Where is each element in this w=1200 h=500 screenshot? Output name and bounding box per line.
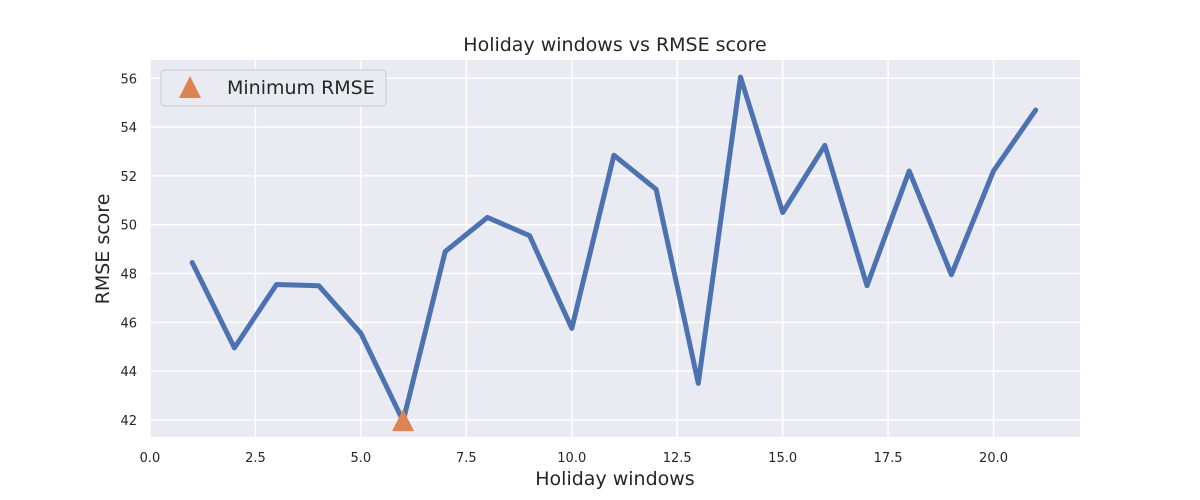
y-tick-label: 44	[120, 365, 137, 380]
legend-marker-triangle	[179, 76, 201, 98]
legend-label-minimum-rmse: Minimum RMSE	[227, 77, 375, 99]
legend: Minimum RMSE	[160, 69, 387, 107]
x-tick-label: 5.0	[351, 451, 372, 466]
legend-frame	[160, 69, 387, 107]
y-tick-label: 52	[120, 170, 137, 185]
x-tick-label: 10.0	[557, 451, 586, 466]
plot-area	[150, 60, 1080, 437]
x-tick-label: 20.0	[979, 451, 1008, 466]
x-axis-ticks: 0.0 2.5 5.0 7.5 10.0 12.5 15.0 17.5 20.0	[140, 451, 1008, 466]
x-tick-label: 2.5	[245, 451, 266, 466]
y-axis-ticks: 42 44 46 48 50 52 54 56	[120, 72, 137, 429]
y-axis-label: RMSE score	[92, 194, 114, 305]
y-tick-label: 54	[120, 121, 137, 136]
y-tick-label: 46	[120, 316, 137, 331]
y-tick-label: 50	[120, 219, 137, 234]
x-axis-label: Holiday windows	[535, 468, 694, 490]
x-tick-label: 0.0	[140, 451, 161, 466]
x-tick-label: 7.5	[456, 451, 477, 466]
y-tick-label: 48	[120, 268, 137, 283]
y-tick-label: 42	[120, 414, 137, 429]
grid	[149, 60, 1080, 437]
marker-group	[392, 409, 415, 432]
x-tick-label: 15.0	[768, 451, 797, 466]
x-tick-label: 12.5	[663, 451, 692, 466]
series-group	[189, 74, 1039, 424]
series-line-0	[189, 74, 1039, 424]
y-tick-label: 56	[120, 72, 137, 87]
minimum-marker-triangle	[392, 409, 415, 432]
chart-title: Holiday windows vs RMSE score	[463, 34, 766, 56]
x-tick-label: 17.5	[874, 451, 903, 466]
